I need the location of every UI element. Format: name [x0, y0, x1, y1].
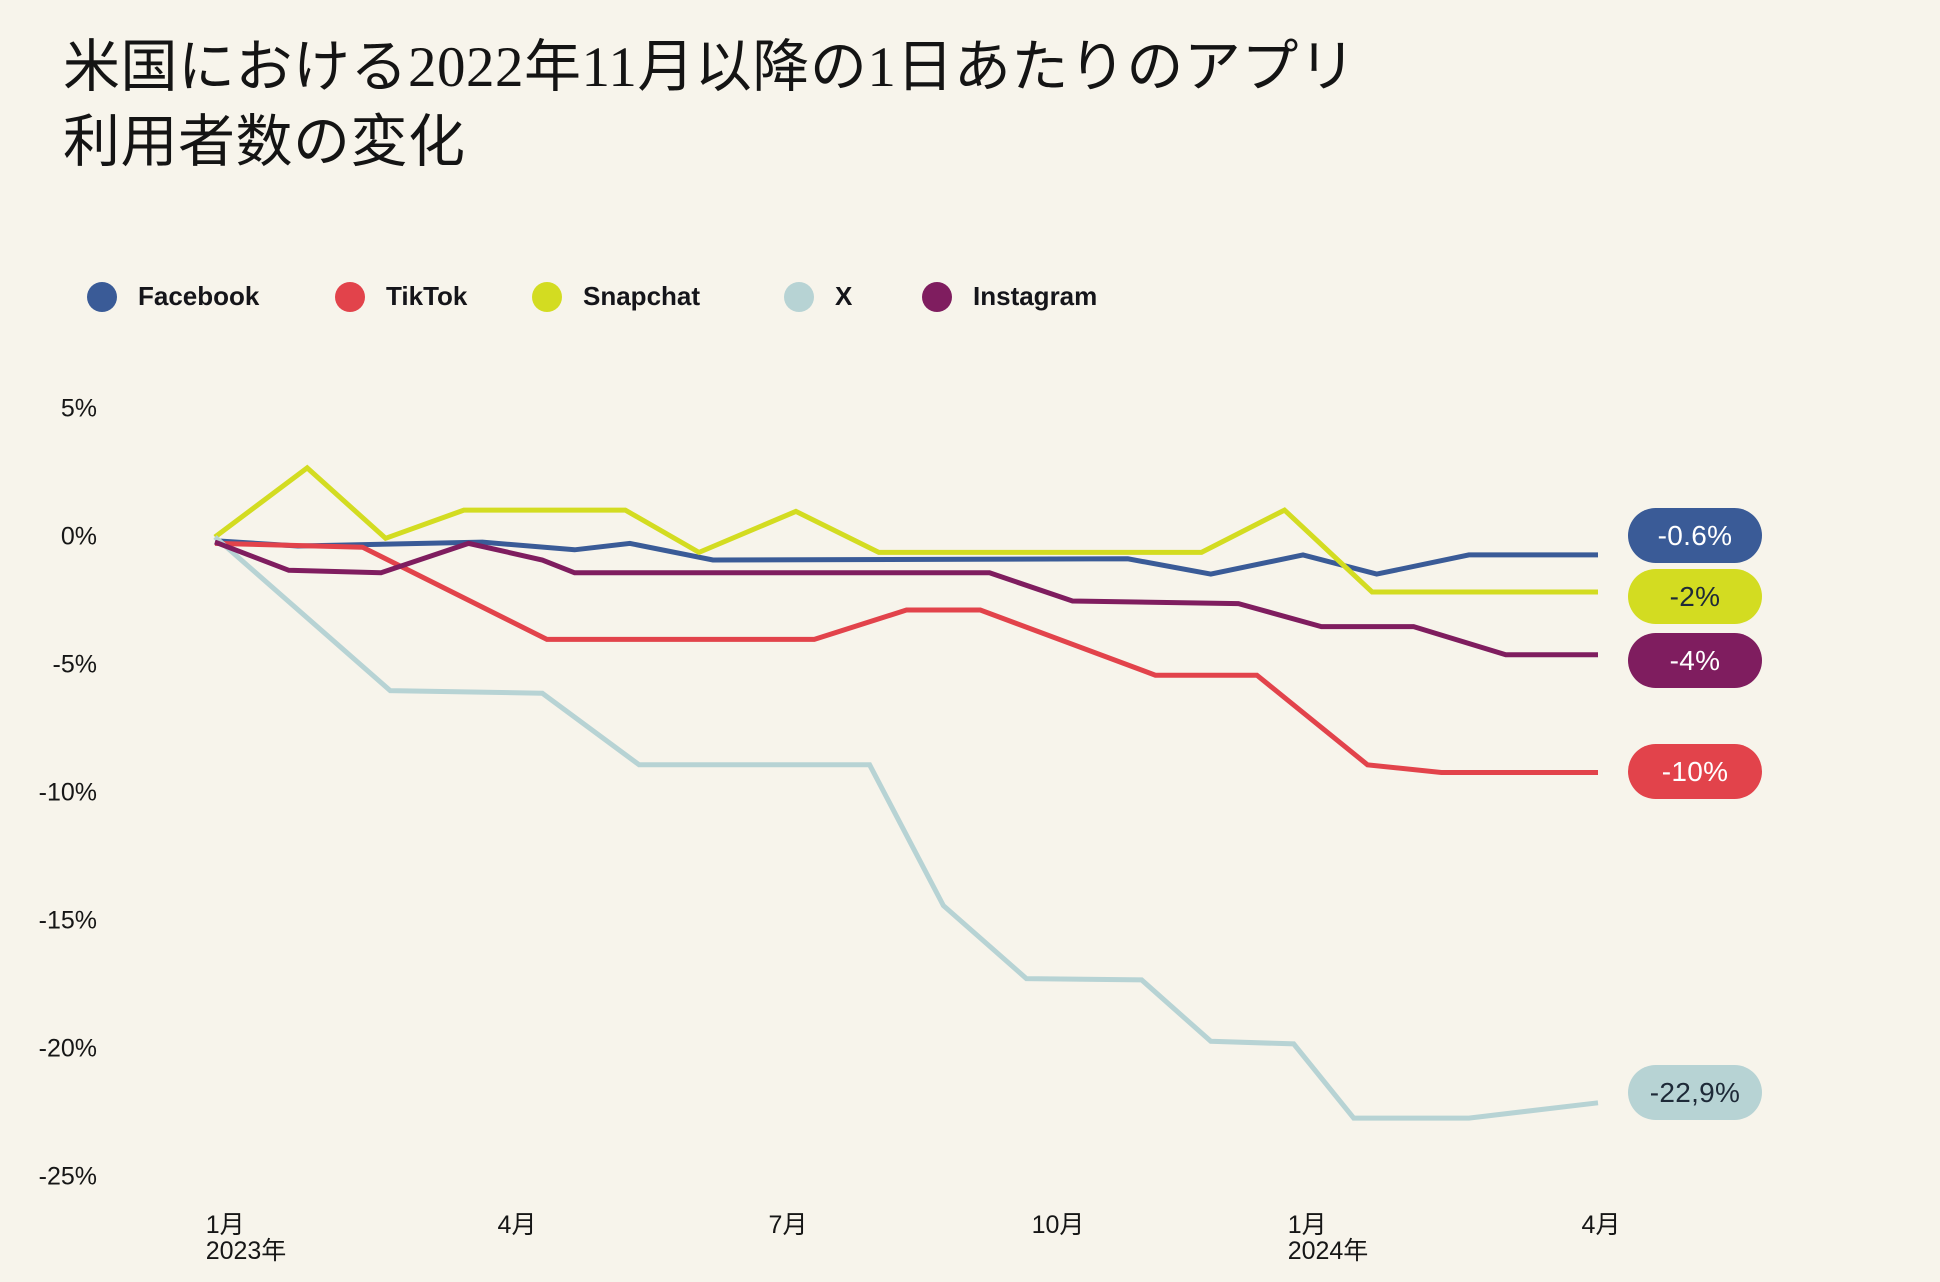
legend-label-facebook: Facebook — [138, 281, 260, 311]
y-tick--25: -25% — [38, 1162, 97, 1191]
y-tick-5: 5% — [60, 394, 97, 423]
legend-dot-tiktok — [335, 281, 365, 312]
y-tick--20: -20% — [38, 1034, 97, 1063]
legend-dot-snapchat — [532, 281, 562, 312]
chart-title: 米国における2022年11月以降の1日あたりのアプリ 利用者数の変化 — [63, 30, 1563, 180]
legend-label-instagram: Instagram — [973, 281, 1098, 311]
x-tick-3: 10月 — [1032, 1212, 1085, 1238]
legend-label-x: X — [835, 281, 853, 311]
end-label-pill-facebook: -0.6% — [1628, 508, 1762, 563]
x-tick-month-label: 10月 — [1031, 1211, 1085, 1239]
series-line-tiktok — [214, 540, 1598, 775]
x-tick-5: 4月 — [1582, 1212, 1621, 1238]
legend-item-x: X — [784, 281, 852, 312]
series-line-instagram — [214, 539, 1598, 658]
series-line-facebook — [214, 538, 1598, 577]
x-tick-year-label: 2024年 — [1287, 1237, 1369, 1265]
y-tick-0: 0% — [60, 522, 97, 551]
x-tick-0: 1月 2023年 — [206, 1212, 287, 1264]
legend-item-instagram: Instagram — [922, 281, 1097, 312]
chart-title-line1: 米国における2022年11月以降の1日あたりのアプリ — [63, 36, 1357, 99]
end-label-pill-instagram: -4% — [1628, 633, 1762, 688]
end-label-pill-x: -22,9% — [1628, 1065, 1762, 1120]
x-tick-month-label: 1月 — [1287, 1211, 1327, 1239]
legend-dot-facebook — [87, 281, 117, 312]
x-tick-1: 4月 — [498, 1212, 537, 1238]
series-line-x — [213, 535, 1599, 1121]
y-tick--10: -10% — [38, 778, 97, 807]
legend-dot-instagram — [922, 281, 952, 312]
series-line-snapchat — [213, 464, 1598, 595]
x-tick-year-label: 2023年 — [205, 1237, 287, 1265]
x-tick-month-label: 7月 — [768, 1211, 808, 1239]
y-tick--15: -15% — [38, 906, 97, 935]
y-tick--5: -5% — [52, 650, 97, 679]
x-tick-month-label: 4月 — [497, 1211, 537, 1239]
x-tick-4: 1月 2024年 — [1288, 1212, 1369, 1264]
end-label-pill-snapchat: -2% — [1628, 569, 1762, 624]
end-label-pill-tiktok: -10% — [1628, 744, 1762, 799]
chart-title-line2: 利用者数の変化 — [63, 111, 466, 175]
x-tick-2: 7月 — [769, 1212, 808, 1238]
legend-item-facebook: Facebook — [87, 281, 259, 312]
x-tick-month-label: 4月 — [1581, 1211, 1621, 1239]
legend-label-snapchat: Snapchat — [583, 281, 701, 311]
legend-item-snapchat: Snapchat — [532, 281, 700, 312]
x-tick-month-label: 1月 — [205, 1211, 245, 1239]
legend-item-tiktok: TikTok — [335, 281, 467, 312]
legend-dot-x — [784, 281, 814, 312]
legend-label-tiktok: TikTok — [386, 281, 468, 311]
